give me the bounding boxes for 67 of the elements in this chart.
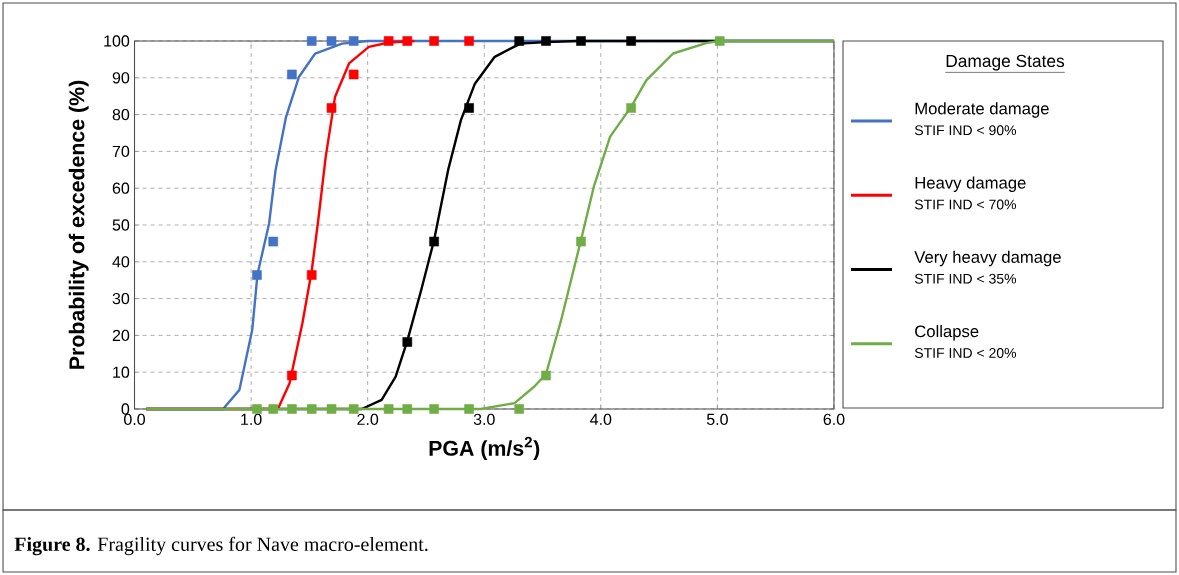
legend-label: Collapse: [915, 324, 979, 341]
text: STIF IND < 70%: [914, 199, 1017, 210]
legend-label: Moderate damage: [915, 102, 1049, 118]
line-series: [144, 39, 836, 411]
x-tick-label: 2.0: [357, 413, 379, 426]
point: [268, 236, 279, 247]
point: [252, 404, 262, 414]
x-tick-label: 0.0: [124, 413, 146, 426]
y-tick-label: 10: [113, 366, 130, 378]
point: [402, 337, 413, 347]
point: [306, 404, 317, 414]
y-tick-label: 40: [112, 256, 130, 268]
y-tick-label: 80: [112, 108, 130, 121]
point: [429, 236, 439, 247]
point: [287, 370, 297, 381]
point: [268, 404, 279, 414]
point: [326, 103, 337, 113]
point: [514, 36, 525, 46]
point: [464, 36, 474, 46]
point: [287, 69, 297, 80]
point: [306, 36, 317, 46]
y-axis-title: Probability of excedence (%): [68, 80, 89, 369]
point: [402, 404, 413, 414]
legend-label: Heavy damage: [915, 176, 1026, 192]
point: [541, 370, 551, 381]
y-tick-label: 60: [112, 182, 130, 194]
y-tick-label: 30: [112, 292, 130, 305]
x-tick-label: 5.0: [706, 413, 728, 426]
x-tick-label: 6.0: [823, 413, 845, 426]
legend-label: Very heavy damage: [914, 250, 1061, 267]
point: [287, 404, 297, 414]
point: [383, 36, 394, 46]
text: STIF IND < 90%: [914, 125, 1017, 136]
point: [464, 404, 474, 414]
y-tick-label: 50: [112, 219, 130, 231]
point: [541, 36, 551, 46]
point: [429, 36, 439, 46]
point: [714, 36, 725, 46]
y-tick-label: 70: [112, 145, 130, 158]
x-tick-label: 3.0: [473, 413, 495, 426]
y-tick-label: 0: [121, 403, 130, 415]
y-tick-label: 100: [104, 35, 130, 47]
point: [514, 404, 525, 414]
point: [626, 36, 636, 46]
point: [464, 103, 474, 113]
point: [429, 404, 439, 414]
point: [348, 69, 359, 80]
point: [348, 404, 359, 414]
y-tick-label: 90: [112, 72, 130, 84]
x-tick-label: 4.0: [590, 413, 612, 426]
text: Figure 8. Fragility curves for Nave macro-element.: [14, 536, 428, 556]
point: [626, 103, 636, 113]
text: STIF IND < 20%: [914, 348, 1017, 358]
point: [326, 404, 337, 414]
y-tick-label: 20: [112, 329, 130, 342]
point: [348, 36, 359, 46]
x-axis-title: PGA (m/s$^{2}$): [429, 436, 540, 461]
x-tick-label: 1.0: [241, 413, 262, 426]
point: [306, 270, 317, 280]
text: STIF IND < 35%: [914, 273, 1017, 284]
point: [383, 404, 394, 414]
point: [402, 36, 413, 46]
point: [252, 270, 262, 280]
point: [576, 236, 586, 247]
legend-title: Damage States: [946, 54, 1065, 71]
point: [576, 36, 586, 46]
point: [326, 36, 337, 46]
